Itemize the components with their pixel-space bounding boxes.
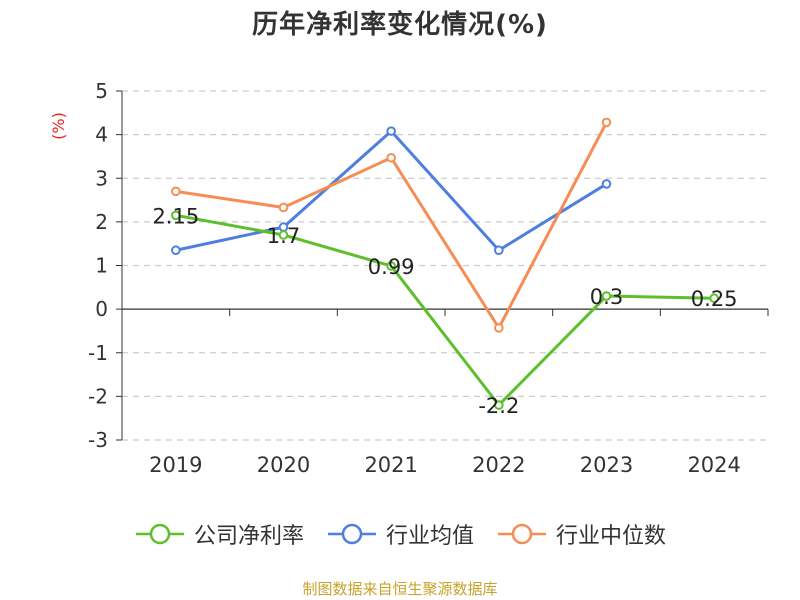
x-tick-label: 2022	[472, 453, 525, 477]
data-point	[171, 210, 181, 221]
x-tick-label: 2024	[687, 453, 740, 477]
data-point	[171, 186, 181, 197]
y-tick-label: 1	[95, 254, 108, 278]
legend-marker	[498, 523, 546, 545]
data-point	[709, 293, 719, 304]
data-point	[171, 245, 181, 256]
data-point	[278, 230, 289, 240]
series-lines	[171, 117, 719, 410]
legend-item: 公司净利率	[134, 518, 304, 550]
y-tick-label: 3	[95, 166, 108, 190]
legend-label: 行业均值	[385, 524, 474, 549]
data-point	[278, 202, 289, 213]
data-label: 0.25	[691, 287, 738, 311]
legend: 公司净利率 行业均值 行业中位数	[0, 518, 800, 550]
y-tick-label: 2	[95, 210, 108, 234]
data-point	[386, 261, 396, 271]
data-label: 0.3	[590, 285, 623, 309]
data-point	[494, 323, 504, 333]
series-line	[175, 213, 715, 407]
data-point	[494, 400, 504, 410]
data-labels: 2.15 1.7 0.99 -2.2 0.3 0.25	[152, 204, 737, 418]
y-tick-label: -1	[88, 341, 108, 365]
legend-circle	[511, 523, 533, 545]
data-point	[494, 245, 504, 256]
x-tick-label: 2023	[580, 453, 633, 477]
y-tick-label: 4	[95, 123, 108, 147]
legend-marker	[327, 523, 376, 545]
data-label: 1.7	[267, 224, 300, 248]
legend-circle	[341, 523, 363, 545]
chart-title: 历年净利率变化情况(%)	[252, 10, 548, 40]
legend-item: 行业均值	[326, 518, 474, 550]
y-tick-label: -2	[88, 384, 108, 408]
legend-circle	[149, 523, 171, 545]
x-tick-label: 2020	[257, 453, 310, 477]
legend-marker	[135, 523, 184, 545]
data-label: 2.15	[152, 204, 199, 228]
y-axis-label: (%)	[49, 112, 68, 140]
x-tick-label: 2019	[149, 453, 202, 477]
y-tick-label: 5	[95, 79, 108, 103]
axes: 5 4 3 2 1 0 -1 -2 -3 2019 2020 2021 2022 2023 2024 (%)	[49, 79, 769, 477]
legend-label: 行业中位数	[556, 524, 667, 549]
series-line	[175, 129, 608, 252]
x-tick-label: 2021	[364, 453, 417, 477]
data-point	[386, 126, 396, 136]
legend-item: 行业中位数	[496, 518, 666, 550]
grid-lines	[122, 90, 768, 441]
y-tick-label: -3	[88, 428, 108, 452]
legend-label: 公司净利率	[193, 524, 304, 549]
data-point	[601, 117, 612, 128]
data-label: 0.99	[368, 255, 415, 279]
data-point	[386, 152, 396, 163]
data-label: -2.2	[478, 394, 519, 418]
data-point	[601, 291, 612, 301]
y-tick-label: 0	[95, 297, 108, 321]
data-point	[601, 179, 612, 189]
source-note: 制图数据来自恒生聚源数据库	[302, 580, 498, 598]
